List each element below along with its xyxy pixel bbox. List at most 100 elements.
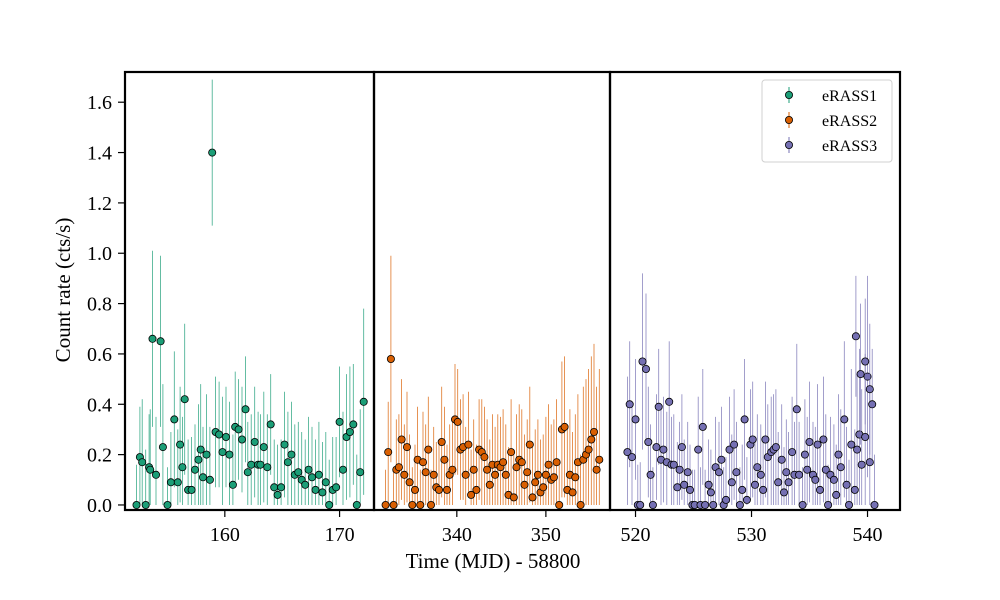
y-tick-label: 0.0 xyxy=(87,495,112,517)
data-point xyxy=(669,460,678,469)
data-point xyxy=(735,500,744,509)
data-point xyxy=(190,465,199,474)
data-point xyxy=(539,483,548,492)
data-point xyxy=(856,370,865,379)
data-point xyxy=(178,463,187,472)
data-point xyxy=(842,480,851,489)
data-point xyxy=(560,422,569,431)
data-point xyxy=(176,440,185,449)
y-tick-label: 0.6 xyxy=(87,344,112,366)
data-point xyxy=(480,453,489,462)
data-point xyxy=(491,470,500,479)
data-point xyxy=(652,443,661,452)
data-point xyxy=(701,500,710,509)
data-point xyxy=(730,440,739,449)
data-point xyxy=(777,455,786,464)
data-point xyxy=(788,448,797,457)
data-point xyxy=(448,465,457,474)
data-point xyxy=(381,500,390,509)
data-point xyxy=(234,425,243,434)
data-point xyxy=(659,445,668,454)
data-point xyxy=(421,468,430,477)
data-point xyxy=(228,480,237,489)
legend-marker-icon xyxy=(785,140,794,149)
data-point xyxy=(683,468,692,477)
data-point xyxy=(587,435,596,444)
data-point xyxy=(394,463,403,472)
data-point xyxy=(673,483,682,492)
data-point xyxy=(751,480,760,489)
data-point xyxy=(722,495,731,504)
legend-markers xyxy=(785,87,794,153)
data-point xyxy=(738,485,747,494)
data-point xyxy=(813,440,822,449)
data-point xyxy=(437,437,446,446)
data-point xyxy=(440,455,449,464)
data-point xyxy=(467,490,476,499)
data-point xyxy=(386,354,395,363)
data-point xyxy=(304,465,313,474)
data-point xyxy=(485,480,494,489)
x-tick-label: 540 xyxy=(853,524,883,546)
data-point xyxy=(221,432,230,441)
legend-marker-icon xyxy=(785,91,794,100)
data-point xyxy=(332,483,341,492)
data-point xyxy=(642,364,651,373)
data-point xyxy=(829,475,838,484)
x-tick-label: 170 xyxy=(325,524,355,546)
data-point xyxy=(163,500,172,509)
data-point xyxy=(861,357,870,366)
legend-frame xyxy=(761,79,893,163)
data-point xyxy=(349,420,358,429)
legend-marker-icon xyxy=(785,116,794,125)
x-tick-label: 520 xyxy=(621,524,651,546)
x-tick-label: 160 xyxy=(210,524,240,546)
data-point xyxy=(263,463,272,472)
data-point xyxy=(194,455,203,464)
data-point xyxy=(638,357,647,366)
data-point xyxy=(196,445,205,454)
x-tick-label: 350 xyxy=(531,524,561,546)
data-point xyxy=(512,463,521,472)
data-point xyxy=(237,435,246,444)
series-erass2 xyxy=(381,255,604,509)
data-point xyxy=(225,450,234,459)
data-point xyxy=(748,435,757,444)
data-point xyxy=(461,470,470,479)
data-point xyxy=(756,470,765,479)
series-erass1 xyxy=(132,79,368,509)
data-point xyxy=(824,500,833,509)
data-point xyxy=(792,405,801,414)
data-point xyxy=(595,455,604,464)
data-point xyxy=(166,478,175,487)
data-point xyxy=(648,500,657,509)
data-point xyxy=(202,450,211,459)
data-point xyxy=(266,420,275,429)
data-point xyxy=(800,450,809,459)
y-tick-label: 0.4 xyxy=(87,394,112,416)
legend-label-erass3: eRASS3 xyxy=(822,138,877,155)
data-point xyxy=(665,397,674,406)
data-point xyxy=(469,465,478,474)
data-point xyxy=(520,480,529,489)
data-point xyxy=(725,445,734,454)
data-point xyxy=(138,458,147,467)
data-point xyxy=(555,500,564,509)
data-point xyxy=(784,478,793,487)
data-point xyxy=(517,458,526,467)
x-axis-label: Time (MJD) - 58800 xyxy=(406,549,581,573)
data-point xyxy=(805,437,814,446)
series-erass3-extra xyxy=(851,275,879,509)
data-point xyxy=(544,460,553,469)
data-point xyxy=(549,473,558,482)
data-point xyxy=(434,485,443,494)
data-point xyxy=(141,500,150,509)
data-point xyxy=(307,473,316,482)
data-point xyxy=(464,440,473,449)
data-point xyxy=(247,460,256,469)
data-point xyxy=(644,437,653,446)
panel-frame-3 xyxy=(608,70,902,512)
data-point xyxy=(338,465,347,474)
data-point xyxy=(397,435,406,444)
data-point xyxy=(132,500,141,509)
